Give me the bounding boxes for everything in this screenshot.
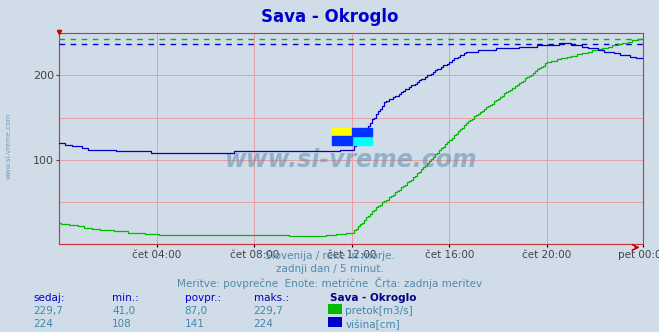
Text: www.si-vreme.com: www.si-vreme.com: [225, 148, 477, 172]
Text: 108: 108: [112, 319, 132, 329]
Text: pretok[m3/s]: pretok[m3/s]: [345, 306, 413, 316]
Text: Sava - Okroglo: Sava - Okroglo: [261, 8, 398, 26]
Text: zadnji dan / 5 minut.: zadnji dan / 5 minut.: [275, 264, 384, 274]
Bar: [352, 136, 372, 144]
Text: sedaj:: sedaj:: [33, 293, 65, 303]
Text: višina[cm]: višina[cm]: [345, 319, 400, 330]
Bar: [331, 127, 352, 136]
Text: maks.:: maks.:: [254, 293, 289, 303]
Text: povpr.:: povpr.:: [185, 293, 221, 303]
Text: www.si-vreme.com: www.si-vreme.com: [5, 113, 11, 179]
Text: Sava - Okroglo: Sava - Okroglo: [330, 293, 416, 303]
Text: 141: 141: [185, 319, 204, 329]
Text: min.:: min.:: [112, 293, 139, 303]
Text: Slovenija / reke in morje.: Slovenija / reke in morje.: [264, 251, 395, 261]
Text: 41,0: 41,0: [112, 306, 135, 316]
Text: 229,7: 229,7: [33, 306, 63, 316]
Bar: [352, 127, 372, 136]
Text: 224: 224: [254, 319, 273, 329]
Bar: [331, 136, 352, 144]
Text: 229,7: 229,7: [254, 306, 283, 316]
Text: Meritve: povprečne  Enote: metrične  Črta: zadnja meritev: Meritve: povprečne Enote: metrične Črta:…: [177, 277, 482, 289]
Text: 224: 224: [33, 319, 53, 329]
Text: 87,0: 87,0: [185, 306, 208, 316]
